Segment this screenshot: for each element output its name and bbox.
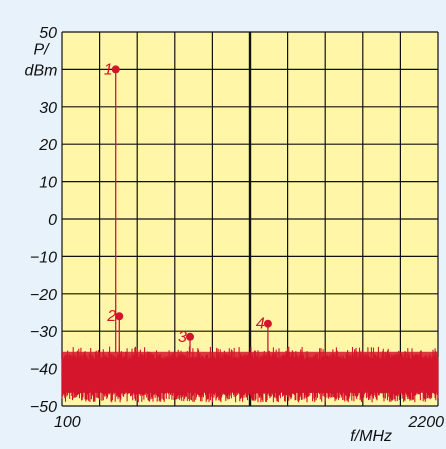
marker-4-point <box>263 319 272 328</box>
x-tick-label-0: 100 <box>54 414 81 431</box>
markers: 1 2 3 4 <box>104 61 272 354</box>
noise-band <box>62 351 438 393</box>
noise-floor <box>61 346 439 403</box>
marker-2-point <box>115 312 124 321</box>
marker-3-point <box>186 332 195 341</box>
y-tick-label-0: 50 <box>39 25 57 42</box>
y-tick-label-2: 30 <box>39 100 57 117</box>
x-axis-title: f/MHz <box>350 428 392 445</box>
y-tick-label-4: 10 <box>39 175 57 192</box>
y-tick-label-8: −30 <box>30 324 57 341</box>
marker-1-point <box>111 65 120 74</box>
y-tick-label-7: −20 <box>30 287 57 304</box>
y-axis-title-line1: P/ <box>33 42 50 59</box>
y-tick-label-5: 0 <box>48 212 57 229</box>
x-tick-label-1: 2200 <box>407 414 444 431</box>
y-tick-label-10: −50 <box>30 399 57 416</box>
y-tick-label-6: −10 <box>30 249 57 266</box>
marker-2-label: 2 <box>106 308 116 325</box>
y-tick-label-9: −40 <box>30 362 57 379</box>
marker-4-label: 4 <box>256 316 265 333</box>
y-axis-title-line2: dBm <box>25 62 58 79</box>
y-tick-label-3: 20 <box>38 137 57 154</box>
marker-1-label: 1 <box>104 61 113 78</box>
marker-3-label: 3 <box>178 329 187 346</box>
